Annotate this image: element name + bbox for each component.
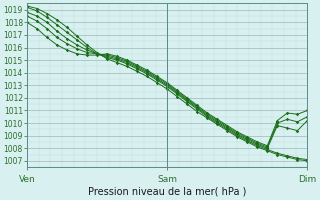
X-axis label: Pression niveau de la mer( hPa ): Pression niveau de la mer( hPa ) — [88, 187, 246, 197]
